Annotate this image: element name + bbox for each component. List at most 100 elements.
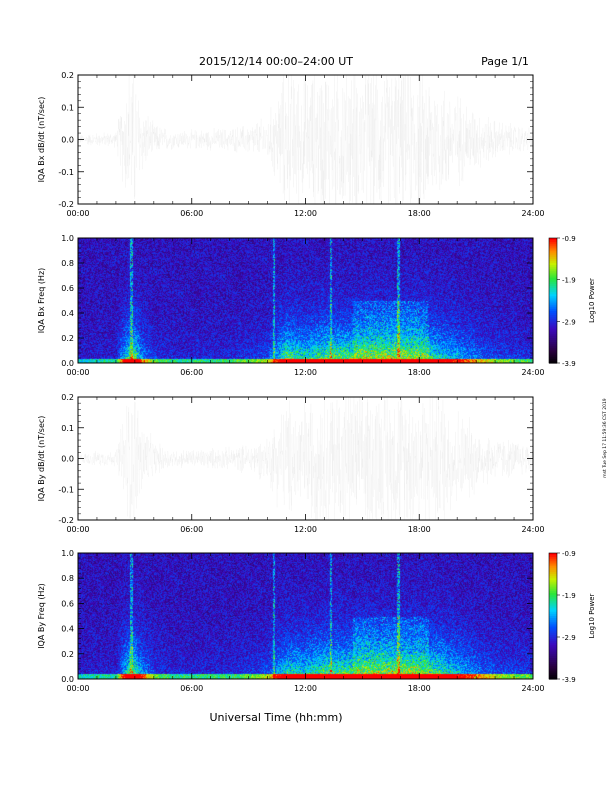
colorbar-swatch — [549, 609, 557, 613]
colorbar-swatch — [549, 645, 557, 649]
colorbar-swatch — [549, 298, 557, 302]
colorbar-swatch — [549, 561, 557, 565]
colorbar-swatch — [549, 354, 557, 358]
y-axis-label: IQA Bx dB/dt (nT/sec) — [37, 97, 46, 183]
colorbar-swatch — [549, 632, 557, 636]
y-tick-label: 0.0 — [61, 675, 74, 684]
y-tick-label: -0.2 — [58, 200, 74, 209]
colorbar-swatch — [549, 649, 557, 653]
colorbar-swatch — [549, 238, 557, 241]
colorbar-swatch — [549, 605, 557, 609]
colorbar-swatch — [549, 574, 557, 577]
colorbar-swatch — [549, 597, 557, 600]
colorbar-swatch — [549, 344, 557, 347]
y-tick-label: 0.2 — [61, 334, 74, 343]
colorbar-swatch — [549, 327, 557, 331]
colorbar-swatch — [549, 256, 557, 260]
colorbar-swatch — [549, 356, 557, 360]
x-tick-label: 00:00 — [66, 684, 89, 693]
colorbar-swatch — [549, 622, 557, 625]
colorbar-swatch — [549, 325, 557, 329]
colorbar-swatch — [549, 348, 557, 352]
colorbar-swatch — [549, 624, 557, 628]
colorbar-swatch — [549, 666, 557, 670]
colorbar-tick-label: -2.9 — [562, 318, 576, 326]
colorbar-swatch — [549, 582, 557, 586]
colorbar-swatch — [549, 329, 557, 333]
colorbar-swatch — [549, 595, 557, 598]
colorbar-frame — [548, 552, 558, 680]
colorbar-swatch — [549, 296, 557, 300]
page-title: 2015/12/14 00:00–24:00 UT — [199, 55, 353, 68]
colorbar-swatch — [549, 306, 557, 310]
colorbar-swatch — [549, 310, 557, 314]
x-tick-label: 18:00 — [408, 684, 431, 693]
colorbar-swatch — [549, 668, 557, 672]
page-number: Page 1/1 — [481, 55, 529, 68]
y-tick-label: 0.8 — [61, 259, 74, 268]
colorbar-swatch — [549, 342, 557, 345]
colorbar-swatch — [549, 315, 557, 318]
x-tick-label: 00:00 — [66, 368, 89, 377]
colorbar-swatch — [549, 340, 557, 343]
x-tick-label: 12:00 — [294, 525, 317, 534]
colorbar-swatch — [549, 285, 557, 289]
trace-area — [78, 75, 533, 204]
colorbar-swatch — [549, 283, 557, 287]
colorbar-swatch — [549, 258, 557, 262]
colorbar-swatch — [549, 308, 557, 312]
plot-frame — [77, 396, 534, 521]
colorbar-swatch — [549, 559, 557, 562]
colorbar-swatch — [549, 584, 557, 588]
colorbar-swatch — [549, 331, 557, 335]
colorbar-swatch — [549, 580, 557, 583]
x-tick-label: 18:00 — [408, 209, 431, 218]
colorbar-swatch — [549, 252, 557, 256]
colorbar-tick-label: -0.9 — [562, 550, 576, 558]
colorbar-swatch — [549, 319, 557, 322]
y-tick-label: -0.1 — [58, 168, 74, 177]
colorbar-swatch — [549, 290, 557, 293]
colorbar-swatch — [549, 317, 557, 320]
x-tick-label: 06:00 — [180, 525, 203, 534]
axes: 00:00 06:00 12:00 18:00 24:00 0.2 0.1 0.0 -0.1 -0… — [58, 71, 544, 218]
colorbar-swatch — [549, 333, 557, 337]
axes: 00:00 06:00 12:00 18:00 24:00 1.0 0.8 0.6 0.4 0.2… — [61, 549, 544, 693]
colorbar-label: Log10 Power — [588, 278, 596, 323]
x-tick-label: 18:00 — [408, 368, 431, 377]
colorbar-swatch — [549, 294, 557, 297]
colorbar-swatch — [549, 565, 557, 569]
colorbar-swatch — [549, 338, 557, 341]
colorbar-swatch — [549, 269, 557, 272]
spectrogram-area — [78, 553, 533, 679]
colorbar-swatch — [549, 571, 557, 575]
colorbar-swatch — [549, 557, 557, 560]
x-tick-label: 06:00 — [180, 209, 203, 218]
colorbar-swatch — [549, 662, 557, 665]
colorbar-swatch — [549, 676, 557, 680]
colorbar-swatch — [549, 616, 557, 619]
colorbar-swatch — [549, 360, 557, 364]
trace-area — [78, 397, 533, 520]
colorbar-swatch — [549, 346, 557, 350]
y-tick-label: 0.0 — [61, 136, 74, 145]
colorbar-swatch — [549, 590, 557, 594]
y-tick-label: 0.4 — [61, 309, 74, 318]
generation-stamp: mst Tue Sep 17 11:59:36 CST 2019 — [602, 398, 608, 478]
y-tick-label: 0.2 — [61, 71, 74, 80]
colorbar-swatch — [549, 639, 557, 642]
x-tick-label: 18:00 — [408, 525, 431, 534]
spectrogram-image — [78, 238, 533, 363]
colorbar-swatch — [549, 620, 557, 623]
colorbar-swatch — [549, 630, 557, 634]
panel-bx-spectrogram: 00:00 06:00 12:00 18:00 24:00 1.0 0.8 0.6 0.4 0.2… — [37, 234, 545, 377]
x-tick-label: 12:00 — [294, 684, 317, 693]
colorbar-swatch — [549, 601, 557, 604]
x-tick-label: 12:00 — [294, 368, 317, 377]
colorbar-swatch — [549, 637, 557, 640]
colorbar-bx: -0.9 -1.9 -2.9 -3.9 Log10 Power — [548, 235, 596, 368]
colorbar-swatch — [549, 563, 557, 567]
panel-by-spectrogram: 00:00 06:00 12:00 18:00 24:00 1.0 0.8 0.6 0.4 0.2… — [37, 549, 545, 693]
colorbar-swatch — [549, 658, 557, 661]
